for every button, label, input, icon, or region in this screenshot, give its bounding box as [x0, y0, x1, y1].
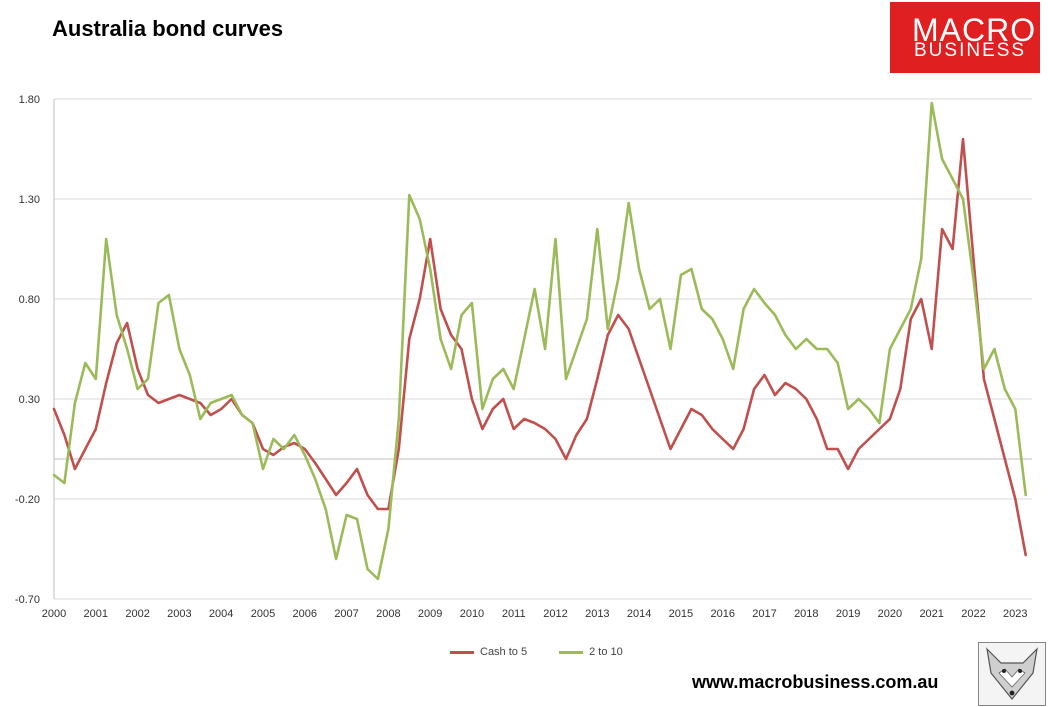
x-tick-label: 2016 — [710, 608, 734, 620]
fox-eye-right — [1018, 669, 1022, 673]
macrobusiness-logo: MACRO BUSINESS — [890, 2, 1040, 73]
legend-item-cash-to-5: Cash to 5 — [450, 646, 527, 658]
x-tick-label: 2002 — [125, 608, 149, 620]
x-tick-label: 2007 — [334, 608, 358, 620]
x-tick-label: 2023 — [1003, 608, 1027, 620]
y-tick-label: 0.80 — [19, 294, 40, 306]
legend-label-cash-to-5: Cash to 5 — [480, 646, 528, 658]
x-tick-label: 2014 — [627, 608, 651, 620]
y-tick-label: -0.20 — [15, 494, 40, 506]
x-tick-label: 2022 — [961, 608, 985, 620]
x-tick-label: 2004 — [209, 608, 233, 620]
fox-face-shape — [998, 668, 1026, 688]
x-tick-label: 2017 — [752, 608, 776, 620]
fox-logo-image — [978, 642, 1046, 706]
chart-legend: Cash to 5 2 to 10 — [450, 646, 623, 658]
legend-swatch-cash-to-5 — [450, 650, 474, 654]
fox-nose — [1009, 690, 1015, 696]
x-tick-label: 2010 — [460, 608, 484, 620]
x-tick-label: 2012 — [543, 608, 567, 620]
x-tick-label: 2001 — [84, 608, 108, 620]
x-tick-label: 2009 — [418, 608, 442, 620]
series-line-cash-to-5 — [52, 137, 1027, 557]
x-tick-label: 2018 — [794, 608, 818, 620]
x-tick-label: 2000 — [42, 608, 66, 620]
x-tick-label: 2021 — [919, 608, 943, 620]
logo-line-2: BUSINESS — [914, 40, 1027, 61]
site-url: www.macrobusiness.com.au — [692, 672, 939, 692]
x-tick-label: 2008 — [376, 608, 400, 620]
legend-item-2-to-10: 2 to 10 — [559, 646, 623, 658]
x-tick-label: 2006 — [293, 608, 317, 620]
y-tick-label: 1.80 — [19, 94, 40, 106]
logo-line-1: MACRO — [912, 12, 1037, 48]
series-line-2-to-10 — [52, 101, 1027, 581]
fox-head-shape — [986, 647, 1038, 700]
axes: -0.70 -0.20 0.30 0.80 1.30 1.80 2000 2001 2002 20… — [15, 94, 1032, 620]
fox-eye-left — [1002, 669, 1006, 673]
x-tick-label: 2020 — [878, 608, 902, 620]
x-tick-label: 2011 — [502, 608, 526, 620]
y-tick-label: -0.70 — [15, 594, 40, 606]
x-tick-label: 2015 — [669, 608, 693, 620]
y-tick-label: 0.30 — [19, 394, 40, 406]
x-tick-label: 2003 — [167, 608, 191, 620]
chart-title: Australia bond curves — [52, 16, 284, 41]
legend-swatch-2-to-10 — [559, 650, 584, 654]
series-lines — [52, 101, 1027, 581]
x-tick-label: 2013 — [585, 608, 609, 620]
x-tick-label: 2019 — [836, 608, 860, 620]
legend-label-2-to-10: 2 to 10 — [589, 646, 623, 658]
y-tick-label: 1.30 — [19, 194, 40, 206]
x-tick-label: 2005 — [251, 608, 275, 620]
gridlines — [54, 98, 1032, 600]
